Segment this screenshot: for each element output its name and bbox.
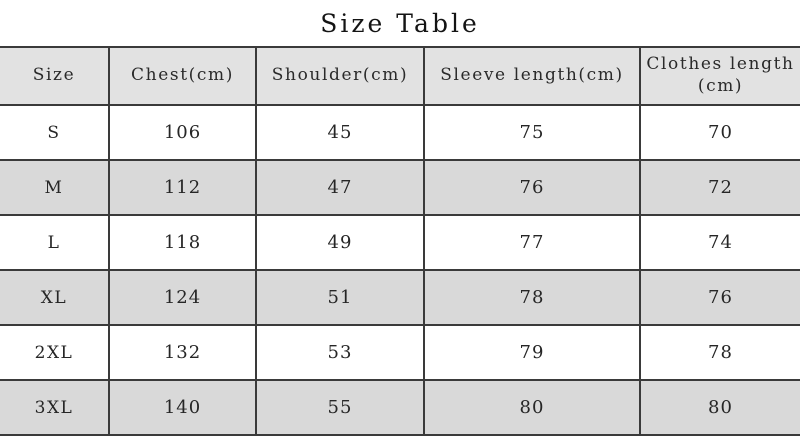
table-row: XL 124 51 78 76: [0, 270, 800, 325]
cell-size: M: [0, 160, 110, 215]
table-body: S 106 45 75 70 M 112 47 76 72 L 118 49 7…: [0, 105, 800, 435]
column-header-clothes-length: Clothes length (cm): [640, 47, 800, 106]
cell-clothes: 74: [708, 232, 733, 253]
cell-shoulder: 49: [256, 215, 425, 270]
table-header-row: Size Chest(cm) Shoulder(cm) Sleeve lengt…: [0, 47, 800, 106]
cell-shoulder: 45: [256, 105, 425, 160]
table-header: Size Chest(cm) Shoulder(cm) Sleeve lengt…: [0, 47, 800, 106]
cell-sleeve: 76: [424, 160, 641, 215]
cell-clothes: 72: [708, 177, 733, 198]
cell-chest: 124: [109, 270, 257, 325]
title-bar: Size Table: [0, 0, 800, 46]
cell-shoulder: 47: [256, 160, 425, 215]
cell-sleeve: 75: [424, 105, 641, 160]
column-header-shoulder: Shoulder(cm): [256, 47, 425, 106]
cell-chest: 118: [109, 215, 257, 270]
page-title: Size Table: [320, 8, 480, 38]
cell-chest: 140: [109, 380, 257, 435]
cell-size: 2XL: [0, 325, 110, 380]
cell-sleeve: 79: [424, 325, 641, 380]
cell-clothes: 78: [708, 342, 733, 363]
column-header-clothes-length-line1: Clothes length: [646, 54, 795, 75]
cell-size: S: [0, 105, 110, 160]
cell-size: XL: [0, 270, 110, 325]
column-header-size: Size: [0, 47, 110, 106]
cell-chest: 112: [109, 160, 257, 215]
column-header-clothes-length-line2: (cm): [697, 76, 744, 96]
cell-chest: 132: [109, 325, 257, 380]
size-table: Size Chest(cm) Shoulder(cm) Sleeve lengt…: [0, 46, 800, 436]
cell-chest: 106: [109, 105, 257, 160]
column-header-chest: Chest(cm): [109, 47, 257, 106]
cell-clothes: 80: [708, 397, 733, 418]
cell-size: L: [0, 215, 110, 270]
cell-sleeve: 80: [424, 380, 641, 435]
cell-clothes: 76: [708, 287, 733, 308]
table-row: 3XL 140 55 80 80: [0, 380, 800, 435]
cell-shoulder: 55: [256, 380, 425, 435]
table-row: M 112 47 76 72: [0, 160, 800, 215]
cell-shoulder: 51: [256, 270, 425, 325]
column-header-sleeve-length: Sleeve length(cm): [424, 47, 641, 106]
table-row: L 118 49 77 74: [0, 215, 800, 270]
table-row: S 106 45 75 70: [0, 105, 800, 160]
cell-shoulder: 53: [256, 325, 425, 380]
cell-sleeve: 77: [424, 215, 641, 270]
table-row: 2XL 132 53 79 78: [0, 325, 800, 380]
cell-size: 3XL: [0, 380, 110, 435]
cell-clothes: 70: [708, 122, 733, 143]
cell-sleeve: 78: [424, 270, 641, 325]
